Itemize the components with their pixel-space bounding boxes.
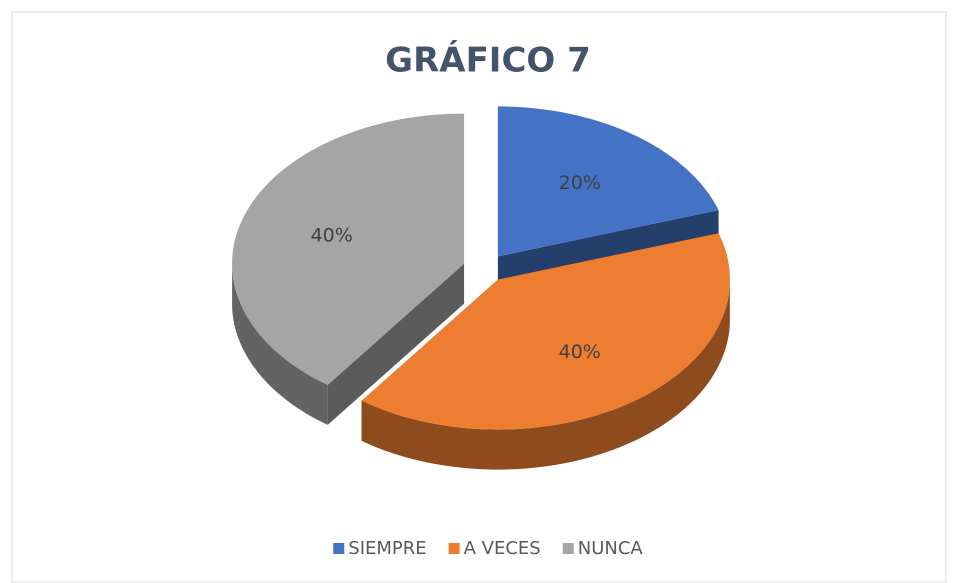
legend-label: A VECES [464,538,541,559]
legend-label: SIEMPRE [348,538,426,559]
chart-title: GRÁFICO 7 [385,40,591,81]
slice [497,106,719,257]
legend-swatch [333,543,345,554]
legend-swatch [448,543,460,554]
slice [361,233,730,430]
slice-side [327,263,465,425]
slice [232,113,465,385]
slice-wall [232,263,328,425]
data-label: 20% [559,172,601,194]
legend-swatch [562,543,574,554]
data-label: 40% [311,224,353,246]
slice-wall [361,279,730,470]
data-label: 40% [559,341,601,363]
legend-label: NUNCA [578,538,644,559]
